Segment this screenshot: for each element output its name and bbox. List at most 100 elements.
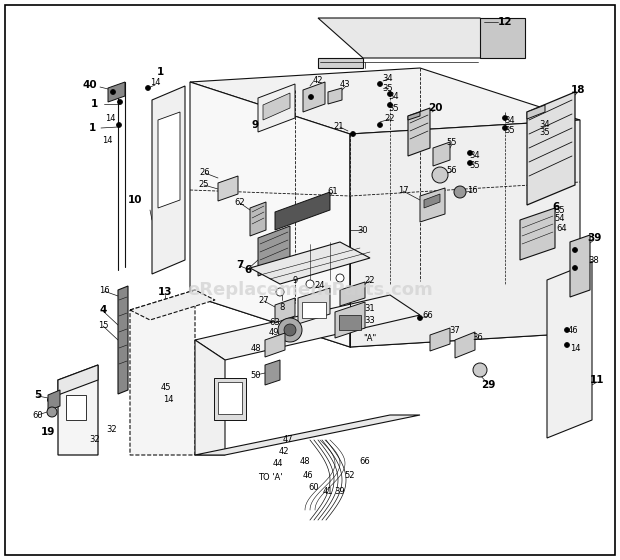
Text: 42: 42 (279, 447, 290, 456)
Circle shape (378, 82, 383, 86)
Circle shape (336, 274, 344, 282)
Polygon shape (265, 333, 285, 357)
Text: 9: 9 (293, 276, 298, 284)
Circle shape (572, 265, 577, 270)
Polygon shape (250, 242, 370, 284)
Polygon shape (318, 18, 525, 58)
Circle shape (48, 398, 53, 403)
Text: 54: 54 (555, 213, 565, 222)
Text: 6: 6 (552, 202, 560, 212)
Text: 30: 30 (358, 226, 368, 235)
Text: 60: 60 (33, 410, 43, 419)
Text: 46: 46 (568, 325, 578, 334)
Circle shape (473, 363, 487, 377)
Polygon shape (152, 86, 185, 274)
Text: 46: 46 (303, 472, 313, 480)
Polygon shape (258, 226, 290, 276)
Text: 14: 14 (570, 343, 580, 352)
Circle shape (564, 343, 570, 348)
Circle shape (146, 86, 151, 91)
Text: 1: 1 (156, 67, 164, 77)
Polygon shape (408, 112, 420, 120)
Text: 8: 8 (280, 302, 285, 311)
Circle shape (276, 288, 284, 296)
Polygon shape (298, 288, 330, 324)
Polygon shape (527, 105, 545, 119)
Polygon shape (258, 84, 295, 132)
Text: TO 'A': TO 'A' (258, 474, 282, 483)
Circle shape (47, 407, 57, 417)
Text: 34: 34 (470, 151, 480, 160)
Text: 15: 15 (98, 320, 108, 329)
Text: 39: 39 (587, 233, 601, 243)
Text: 48: 48 (299, 458, 311, 466)
Circle shape (467, 161, 472, 166)
Polygon shape (303, 82, 325, 112)
Circle shape (454, 186, 466, 198)
Polygon shape (275, 298, 295, 323)
Polygon shape (158, 112, 180, 208)
Polygon shape (195, 295, 420, 360)
Polygon shape (190, 281, 580, 347)
Circle shape (502, 125, 508, 130)
Text: 12: 12 (498, 17, 512, 27)
Text: 22: 22 (385, 114, 396, 123)
Text: 35: 35 (539, 128, 551, 137)
Text: 32: 32 (90, 436, 100, 445)
Polygon shape (408, 108, 430, 156)
Polygon shape (58, 365, 98, 455)
Text: 60: 60 (309, 483, 319, 492)
Circle shape (432, 167, 448, 183)
Text: 61: 61 (328, 186, 339, 195)
Polygon shape (190, 82, 350, 347)
Text: 40: 40 (82, 80, 97, 90)
Text: 55: 55 (447, 138, 458, 147)
Text: 37: 37 (450, 325, 461, 334)
Circle shape (378, 123, 383, 128)
Bar (218, 382, 242, 414)
Text: 31: 31 (365, 304, 375, 312)
Circle shape (467, 151, 472, 156)
Text: 9: 9 (252, 120, 259, 130)
Polygon shape (328, 88, 342, 104)
Text: 34: 34 (505, 115, 515, 124)
Text: 48: 48 (250, 343, 261, 352)
Text: 10: 10 (128, 195, 142, 205)
Polygon shape (570, 235, 590, 297)
Polygon shape (190, 68, 580, 134)
Polygon shape (218, 176, 238, 201)
Bar (339, 315, 361, 330)
Polygon shape (350, 120, 580, 347)
Circle shape (572, 248, 577, 253)
Circle shape (309, 95, 314, 100)
Text: 35: 35 (383, 83, 393, 92)
Text: 35: 35 (389, 104, 399, 113)
Text: 14: 14 (102, 136, 112, 144)
Polygon shape (118, 286, 128, 394)
Circle shape (306, 280, 314, 288)
Text: 35: 35 (505, 125, 515, 134)
Text: 49: 49 (268, 328, 279, 337)
Polygon shape (130, 290, 195, 455)
Polygon shape (195, 415, 420, 455)
Text: 39: 39 (335, 488, 345, 497)
Polygon shape (527, 92, 575, 205)
Polygon shape (547, 262, 592, 438)
Text: 35: 35 (555, 206, 565, 214)
Text: 14: 14 (105, 114, 115, 123)
Polygon shape (250, 202, 266, 236)
Circle shape (110, 90, 115, 95)
Polygon shape (275, 192, 330, 230)
Text: 24: 24 (315, 281, 326, 290)
Bar (214, 378, 246, 420)
Text: 17: 17 (397, 185, 409, 194)
Polygon shape (195, 340, 225, 455)
Bar (302, 302, 326, 318)
Polygon shape (130, 290, 215, 320)
Text: 5: 5 (34, 390, 42, 400)
Text: "A": "A" (363, 334, 376, 343)
Polygon shape (433, 142, 450, 166)
Text: 66: 66 (360, 458, 370, 466)
Text: 34: 34 (389, 91, 399, 100)
Text: 18: 18 (571, 85, 585, 95)
